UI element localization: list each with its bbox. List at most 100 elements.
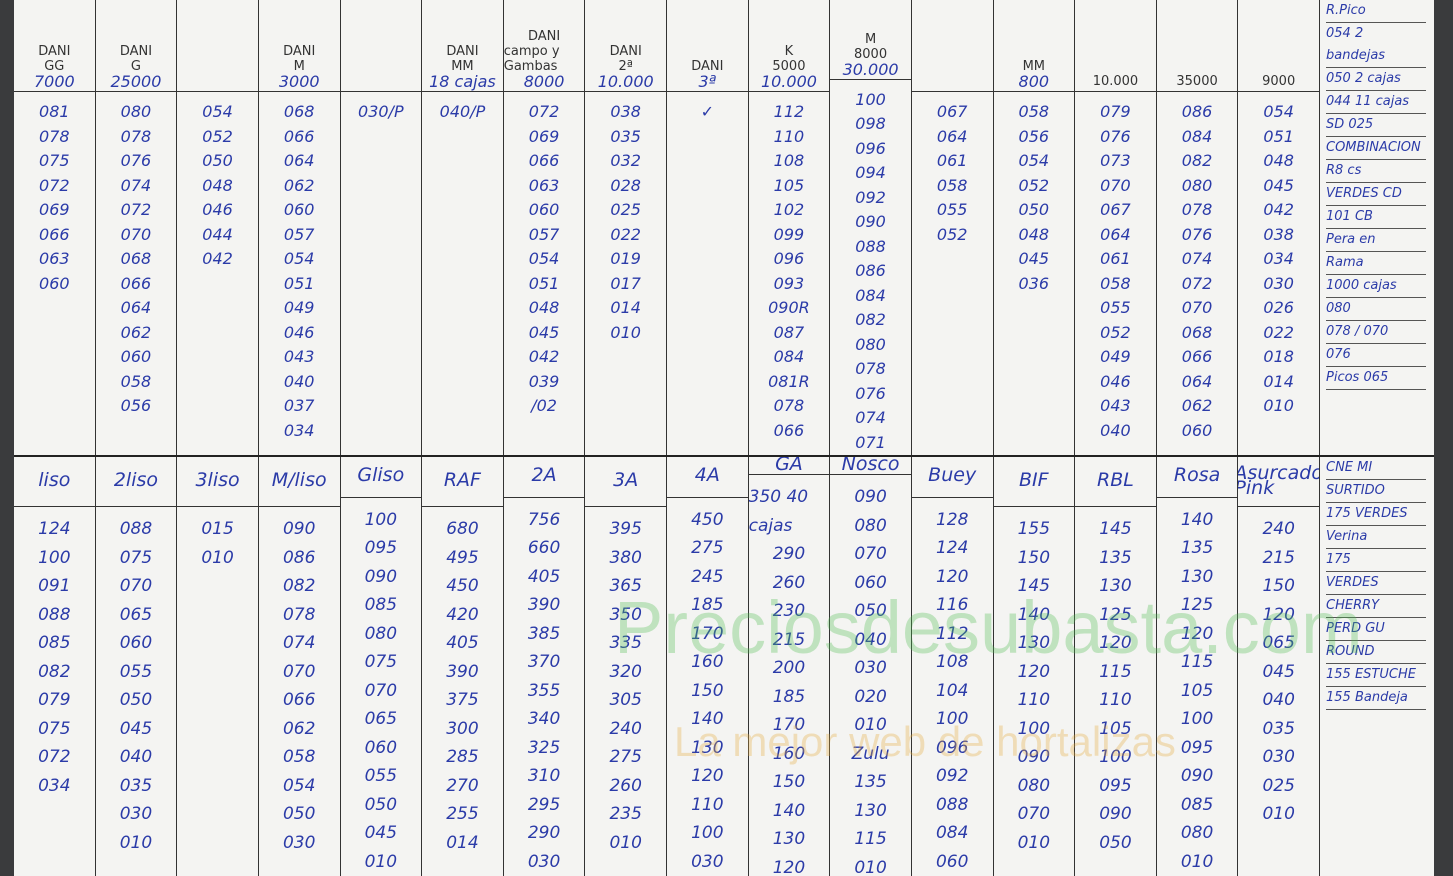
price: 045 xyxy=(528,322,560,342)
column-values: 067 064 061 058 055 052 xyxy=(937,92,968,247)
column-header: M 8000 30.000 xyxy=(830,0,911,80)
price: 088 xyxy=(119,519,153,539)
column: DANI 2ª 10.000 038 035 032 028 025 022 019 017 014 0… xyxy=(585,0,667,455)
price: 048 xyxy=(528,298,560,317)
price: 245 xyxy=(691,566,724,587)
price: 040 xyxy=(854,629,887,650)
price: 756 xyxy=(527,509,561,530)
price: 040 xyxy=(283,371,315,391)
note: 080 xyxy=(1326,298,1426,321)
price: 010 xyxy=(119,832,153,853)
column: 2liso 088 075 070 065 060 055 050 045 040 035 030 01… xyxy=(95,457,178,876)
column-values: 240 215 150 120 065 045 040 035 030 025 010 xyxy=(1262,507,1294,829)
column-header: Nosco xyxy=(830,457,911,475)
price: 062 xyxy=(1181,396,1213,415)
price: 071 xyxy=(855,432,886,452)
price: 056 xyxy=(1018,126,1050,146)
price: 099 xyxy=(773,224,805,244)
note: 175 VERDES xyxy=(1326,503,1426,526)
column: DANI 3ª ✓ xyxy=(667,0,749,455)
price: 072 xyxy=(528,102,560,121)
price: 086 xyxy=(282,547,316,568)
column: 2A 756 660 405 390 385 370 355 340 325 310 295 290 03… xyxy=(503,457,586,876)
price: 030 xyxy=(282,832,316,853)
price: 081 xyxy=(39,102,70,121)
column-values: 090 086 082 078 074 070 066 062 058 054 050 030 xyxy=(283,507,315,857)
note: 078 / 070 xyxy=(1326,321,1426,344)
note: CNE MI xyxy=(1326,457,1426,480)
header-text: 35000 xyxy=(1176,74,1218,89)
price: 056 xyxy=(120,396,152,415)
column-header: 9000 xyxy=(1238,0,1319,92)
price: 057 xyxy=(528,224,560,244)
price: 078 xyxy=(773,396,805,415)
price: 050 xyxy=(1099,832,1132,853)
header-text: 10.000 xyxy=(760,72,817,91)
price: 098 xyxy=(855,114,886,133)
price: ✓ xyxy=(700,102,715,121)
column: DANI GG 7000 081 078 075 072 069 066 063 060 xyxy=(14,0,96,455)
price: 049 xyxy=(1100,347,1131,366)
column-values: 081 078 075 072 069 066 063 060 xyxy=(39,92,70,296)
price: 124 xyxy=(38,519,71,539)
column-values: 680 495 450 420 405 390 375 300 285 270 255 014 xyxy=(446,507,478,857)
price: 028 xyxy=(610,175,641,195)
price: 060 xyxy=(364,737,398,758)
price: 050 xyxy=(282,804,316,824)
column-values: 030/P xyxy=(358,92,404,125)
price: 078 xyxy=(855,359,886,378)
price: 078 xyxy=(282,604,316,625)
side-notes: CNE MI SURTIDO 175 VERDES Verina 175 VERDES CH… xyxy=(1320,457,1434,876)
price: 087 xyxy=(773,322,805,342)
price: 070 xyxy=(1100,175,1131,195)
price: 230 xyxy=(772,601,806,621)
column-header: Rosa xyxy=(1156,457,1238,498)
column-header: 2liso xyxy=(95,457,177,507)
note: SD 025 xyxy=(1326,114,1426,137)
price: 260 xyxy=(772,572,806,593)
price: 078 xyxy=(120,126,152,146)
column-header: DANI M 3000 xyxy=(258,0,340,92)
price: 120 xyxy=(691,766,724,786)
header-text: 800 xyxy=(1018,72,1050,91)
note: ROUND xyxy=(1326,641,1426,664)
price: 068 xyxy=(1181,322,1213,342)
price: 010 xyxy=(854,715,887,735)
price: 042 xyxy=(528,347,560,366)
price: 084 xyxy=(1181,126,1213,146)
price: 090R xyxy=(768,298,810,317)
column-values: 395 380 365 350 335 320 305 240 275 260 235 010 xyxy=(609,507,641,857)
price: 030 xyxy=(119,804,153,824)
price: 060 xyxy=(120,347,152,366)
column-values: 756 660 405 390 385 370 355 340 325 310 295 290 030 xyxy=(528,498,560,876)
header-text: 10.000 xyxy=(1092,74,1139,89)
note: 050 2 cajas xyxy=(1326,68,1426,91)
note: Picos 065 xyxy=(1326,367,1426,390)
header-text: RBL xyxy=(1097,469,1134,491)
column-values: 128 124 120 116 112 108 104 100 096 092 088 084 060 xyxy=(936,498,968,876)
column-header: M/liso xyxy=(258,457,340,507)
note: PERD GU xyxy=(1326,618,1426,641)
price: 060 xyxy=(935,851,969,872)
price: 068 xyxy=(283,102,315,121)
price: 110 xyxy=(773,126,805,146)
price: 043 xyxy=(283,347,315,366)
price: 095 xyxy=(364,538,398,558)
column-values: 079 076 073 070 067 064 061 058 055 052 049 046 043 0… xyxy=(1100,92,1131,443)
price: 055 xyxy=(936,200,968,219)
price: 108 xyxy=(773,151,805,170)
column-values: 450 275 245 185 170 160 150 140 130 120 110 100 030 xyxy=(691,498,723,876)
price: 080 xyxy=(1180,823,1214,843)
price: 064 xyxy=(283,151,315,170)
column-header: K 5000 10.000 xyxy=(748,0,830,92)
column-values: 038 035 032 028 025 022 019 017 014 010 xyxy=(610,92,641,345)
price: 082 xyxy=(282,576,316,596)
price: 055 xyxy=(1100,298,1131,317)
price: 045 xyxy=(364,823,398,843)
price: 240 xyxy=(1262,519,1295,539)
price: 050 xyxy=(1018,200,1050,219)
price: 660 xyxy=(527,538,561,558)
price: 100 xyxy=(1099,747,1132,767)
header-text: 25000 xyxy=(110,72,162,91)
